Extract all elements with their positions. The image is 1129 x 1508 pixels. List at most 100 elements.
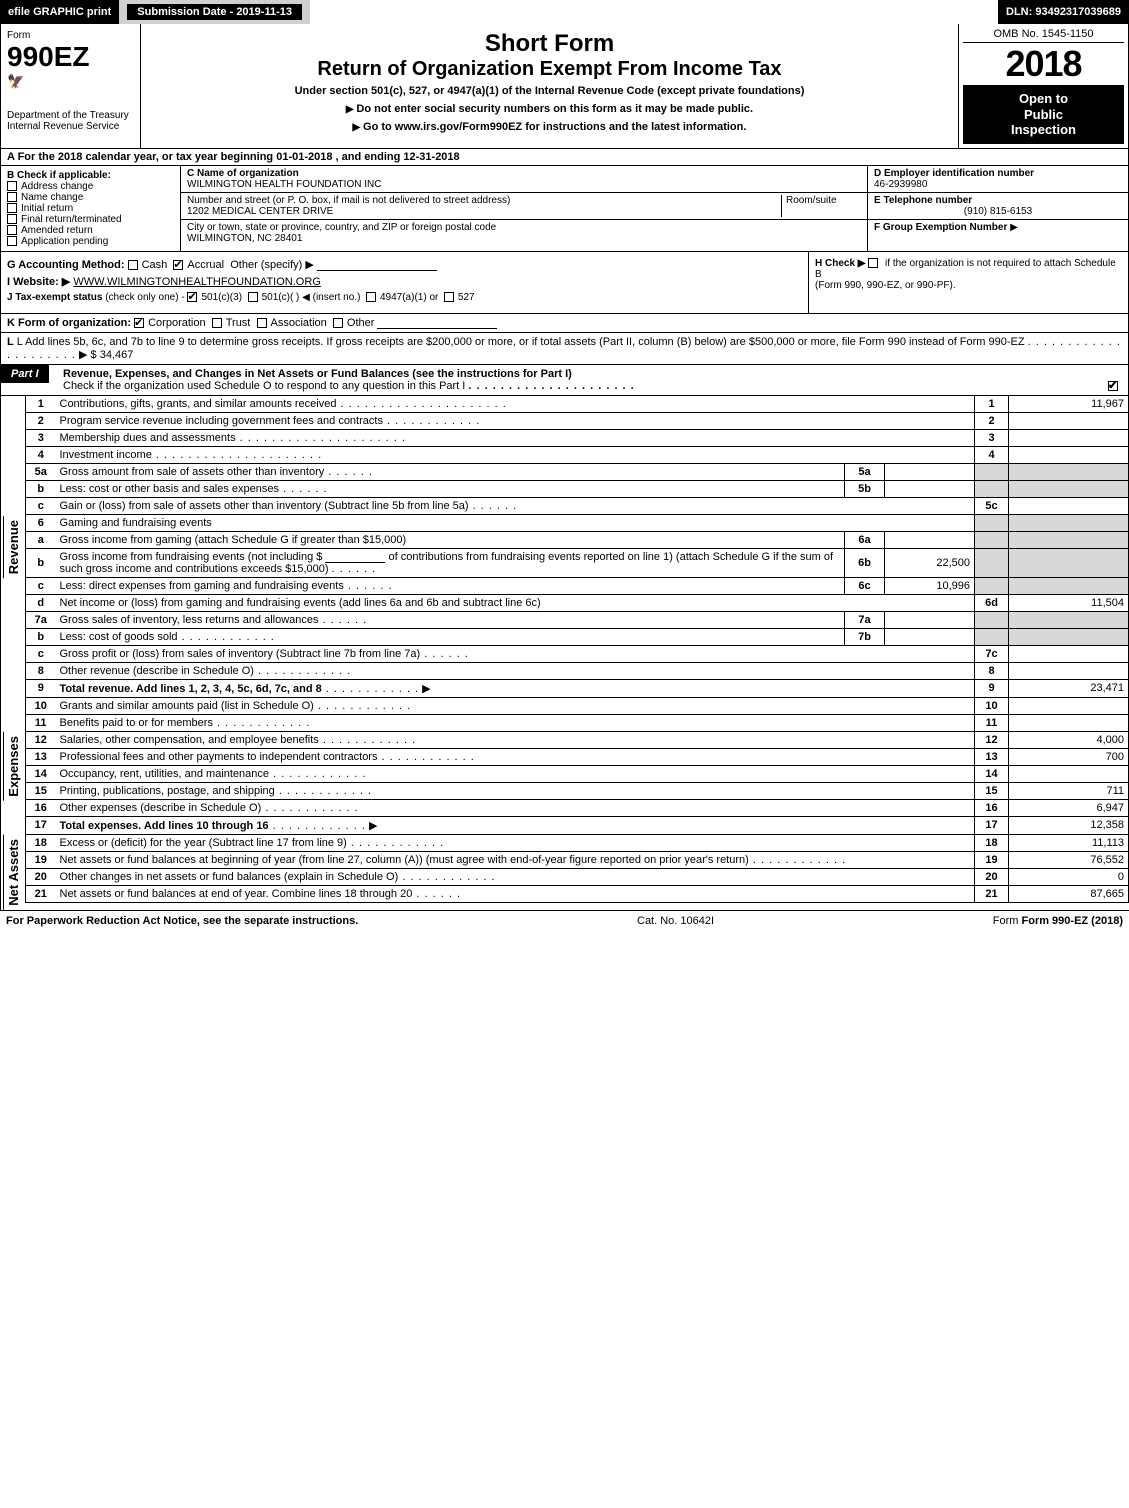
mini-label: 5b xyxy=(845,480,885,497)
section-c: C Name of organization WILMINGTON HEALTH… xyxy=(181,166,868,251)
b-item-0[interactable]: Address change xyxy=(7,181,174,192)
revenue-side-label-wrap: Revenue xyxy=(1,396,25,698)
line-num: c xyxy=(26,645,56,662)
checkbox-icon[interactable] xyxy=(7,214,17,224)
dots-icon xyxy=(319,614,368,626)
checkbox-icon[interactable] xyxy=(1108,381,1118,391)
line-desc: Investment income xyxy=(60,449,152,461)
shaded-cell xyxy=(1009,548,1129,577)
dots-icon xyxy=(314,700,411,712)
line-value: 23,471 xyxy=(1009,679,1129,697)
b-item-4-label: Amended return xyxy=(21,225,93,236)
line-num: 12 xyxy=(26,731,56,748)
g-cash: Cash xyxy=(142,259,168,271)
k-opt-2: Association xyxy=(271,317,327,329)
line-desc: Other expenses (describe in Schedule O) xyxy=(60,802,262,814)
shaded-cell xyxy=(975,611,1009,628)
line-num: 7a xyxy=(26,611,56,628)
line-14: 14 Occupancy, rent, utilities, and maint… xyxy=(26,765,1129,782)
no-ssn-line: Do not enter social security numbers on … xyxy=(151,103,948,115)
b-item-1[interactable]: Name change xyxy=(7,192,174,203)
dots-icon xyxy=(377,751,474,763)
dots-icon xyxy=(319,734,416,746)
line-rnum: 17 xyxy=(975,816,1009,834)
b-item-3[interactable]: Final return/terminated xyxy=(7,214,174,225)
line-num: d xyxy=(26,594,56,611)
k-other-input[interactable] xyxy=(377,317,497,329)
checkbox-icon[interactable] xyxy=(173,260,183,270)
netassets-table: 18 Excess or (deficit) for the year (Sub… xyxy=(25,835,1129,903)
c-street-value: 1202 MEDICAL CENTER DRIVE xyxy=(187,206,781,217)
checkbox-icon[interactable] xyxy=(7,225,17,235)
checkbox-icon[interactable] xyxy=(7,203,17,213)
dots-icon xyxy=(412,888,461,900)
k-opt-3: Other xyxy=(347,317,375,329)
checkbox-icon[interactable] xyxy=(444,292,454,302)
b-item-2[interactable]: Initial return xyxy=(7,203,174,214)
line-17: 17 Total expenses. Add lines 10 through … xyxy=(26,816,1129,834)
mini-label: 6a xyxy=(845,531,885,548)
revenue-section: Revenue 1 Contributions, gifts, grants, … xyxy=(0,396,1129,698)
checkbox-icon[interactable] xyxy=(212,318,222,328)
checkbox-icon[interactable] xyxy=(868,258,878,268)
checkbox-icon[interactable] xyxy=(7,192,17,202)
checkbox-icon[interactable] xyxy=(257,318,267,328)
line-11: 11 Benefits paid to or for members 11 xyxy=(26,714,1129,731)
g-other-input[interactable] xyxy=(317,259,437,271)
checkbox-icon[interactable] xyxy=(7,181,17,191)
arrow-icon: ▶ xyxy=(1010,222,1018,233)
d-cell: D Employer identification number 46-2939… xyxy=(868,166,1128,193)
checkbox-icon[interactable] xyxy=(333,318,343,328)
shaded-cell xyxy=(1009,628,1129,645)
line-desc: Gross amount from sale of assets other t… xyxy=(60,466,325,478)
shaded-cell xyxy=(975,548,1009,577)
j-opt4: 527 xyxy=(458,292,475,303)
line-value: 87,665 xyxy=(1009,885,1129,902)
shaded-cell xyxy=(1009,514,1129,531)
g-accrual: Accrual xyxy=(187,259,224,271)
checkbox-icon[interactable] xyxy=(248,292,258,302)
checkbox-icon[interactable] xyxy=(134,318,144,328)
b-item-3-label: Final return/terminated xyxy=(21,214,122,225)
line-value xyxy=(1009,446,1129,463)
line-num: 21 xyxy=(26,885,56,902)
open-to-public-box: Open to Public Inspection xyxy=(963,85,1124,144)
line-3: 3 Membership dues and assessments 3 xyxy=(26,429,1129,446)
line-num: 19 xyxy=(26,851,56,868)
shaded-cell xyxy=(1009,577,1129,594)
checkbox-icon[interactable] xyxy=(366,292,376,302)
gij-left: G Accounting Method: Cash Accrual Other … xyxy=(1,252,808,313)
line-rnum: 11 xyxy=(975,714,1009,731)
e-label: E Telephone number xyxy=(874,195,1122,206)
checkbox-icon[interactable] xyxy=(7,236,17,246)
c-street-label: Number and street (or P. O. box, if mail… xyxy=(187,195,781,206)
b-item-4[interactable]: Amended return xyxy=(7,225,174,236)
goto-line[interactable]: Go to www.irs.gov/Form990EZ for instruct… xyxy=(151,121,948,133)
d-label: D Employer identification number xyxy=(874,168,1122,179)
c-name-cell: C Name of organization WILMINGTON HEALTH… xyxy=(181,166,867,193)
shaded-cell xyxy=(1009,463,1129,480)
row-a-mid: , and ending xyxy=(336,151,401,163)
mini-label: 7a xyxy=(845,611,885,628)
i-value[interactable]: WWW.WILMINGTONHEALTHFOUNDATION.ORG xyxy=(73,276,321,288)
line-rnum: 9 xyxy=(975,679,1009,697)
short-form-title: Short Form xyxy=(151,30,948,58)
line-desc: Grants and similar amounts paid (list in… xyxy=(60,700,314,712)
line-num: 1 xyxy=(26,396,56,413)
b-item-5[interactable]: Application pending xyxy=(7,236,174,247)
checkbox-icon[interactable] xyxy=(128,260,138,270)
line-7c: c Gross profit or (loss) from sales of i… xyxy=(26,645,1129,662)
form-number: 990EZ xyxy=(7,41,134,73)
submission-date-text: Submission Date - 2019-11-13 xyxy=(127,4,302,20)
l-amount: $ 34,467 xyxy=(91,349,134,361)
line-6b-blank[interactable] xyxy=(325,551,385,563)
line-desc: Occupancy, rent, utilities, and maintena… xyxy=(60,768,270,780)
j-opt1: 501(c)(3) xyxy=(201,292,242,303)
checkbox-icon[interactable] xyxy=(187,292,197,302)
b-item-1-label: Name change xyxy=(21,192,83,203)
line-16: 16 Other expenses (describe in Schedule … xyxy=(26,799,1129,816)
line-rnum: 13 xyxy=(975,748,1009,765)
dots-icon xyxy=(398,871,495,883)
ghij-block: G Accounting Method: Cash Accrual Other … xyxy=(0,252,1129,314)
line-num: b xyxy=(26,548,56,577)
